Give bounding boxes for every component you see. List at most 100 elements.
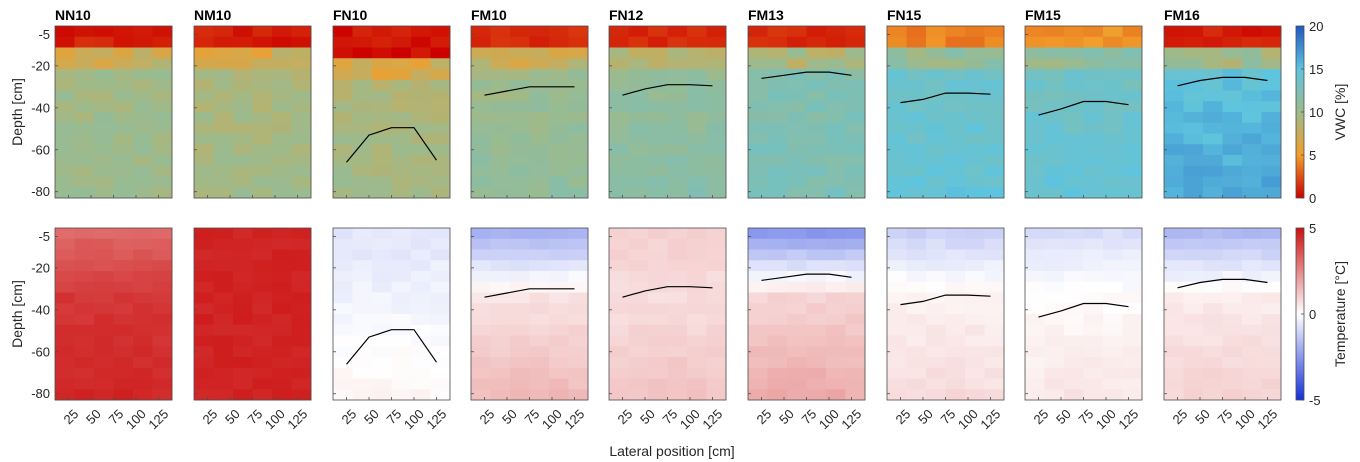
y-tick-label: -5 bbox=[38, 229, 50, 244]
heat-cell bbox=[411, 389, 431, 401]
heat-cell bbox=[272, 26, 292, 38]
heat-cell bbox=[510, 133, 530, 145]
heat-cell bbox=[628, 176, 649, 188]
heat-cell bbox=[887, 69, 907, 81]
heat-cell bbox=[55, 238, 75, 250]
heat-cell bbox=[74, 357, 95, 369]
heat-cell bbox=[352, 324, 373, 336]
heat-cell bbox=[926, 187, 946, 199]
heat-cell bbox=[529, 144, 550, 156]
heat-cell bbox=[1183, 69, 1204, 81]
heat-cell bbox=[233, 260, 253, 272]
heat-cell bbox=[490, 144, 511, 156]
heat-cell bbox=[252, 47, 273, 59]
heat-cell bbox=[1261, 133, 1282, 145]
heat-cell bbox=[291, 90, 312, 102]
heat-cell bbox=[706, 187, 727, 199]
heat-cell bbox=[549, 36, 569, 48]
heat-cell bbox=[887, 281, 907, 293]
heat-cell bbox=[1242, 90, 1262, 102]
heat-cell bbox=[568, 389, 589, 401]
heat-cell bbox=[471, 249, 491, 261]
heat-cell bbox=[391, 228, 412, 240]
heat-cell bbox=[1103, 314, 1123, 326]
heat-cell bbox=[252, 389, 273, 401]
heat-cell bbox=[767, 47, 788, 59]
heat-cell bbox=[1261, 176, 1282, 188]
heat-cell bbox=[233, 335, 253, 347]
heat-cell bbox=[984, 324, 1005, 336]
heat-cell bbox=[194, 112, 214, 124]
heat-cell bbox=[291, 187, 312, 199]
heat-cell bbox=[1122, 79, 1143, 91]
heat-cell bbox=[272, 378, 292, 390]
heat-cell bbox=[352, 314, 373, 326]
heat-cell bbox=[194, 367, 214, 379]
heat-cell bbox=[411, 292, 431, 304]
heat-cell bbox=[529, 367, 550, 379]
heat-cell bbox=[490, 271, 511, 283]
heat-cell bbox=[787, 176, 807, 188]
heat-cell bbox=[767, 122, 788, 134]
heat-cell bbox=[926, 346, 946, 358]
heat-cell bbox=[787, 378, 807, 390]
heat-cell bbox=[94, 26, 114, 38]
heat-cell bbox=[926, 58, 946, 70]
heat-cell bbox=[391, 303, 412, 315]
heat-cell bbox=[94, 271, 114, 283]
heat-cell bbox=[55, 292, 75, 304]
heat-cell bbox=[113, 335, 134, 347]
heat-cell bbox=[1261, 281, 1282, 293]
heat-cell bbox=[213, 324, 234, 336]
heat-cell bbox=[887, 47, 907, 59]
heat-cell bbox=[609, 292, 629, 304]
heat-cell bbox=[648, 36, 668, 48]
heat-cell bbox=[1203, 367, 1223, 379]
heat-cell bbox=[806, 324, 827, 336]
heat-cell bbox=[1203, 281, 1223, 293]
heat-cell bbox=[411, 187, 431, 199]
heat-cell bbox=[529, 79, 550, 91]
freezing-front-line bbox=[1177, 76, 1268, 87]
heat-cell bbox=[471, 155, 491, 167]
heat-cell bbox=[787, 133, 807, 145]
heat-cell bbox=[667, 187, 688, 199]
heat-cell bbox=[272, 228, 292, 240]
heat-cell bbox=[133, 47, 153, 59]
heat-cell bbox=[391, 26, 412, 38]
heat-cell bbox=[1183, 346, 1204, 358]
panel-title: FN12 bbox=[609, 7, 643, 23]
heat-cell bbox=[333, 335, 353, 347]
heat-cell bbox=[252, 69, 273, 81]
heat-cell bbox=[252, 36, 273, 48]
heat-cell bbox=[213, 292, 234, 304]
heat-cell bbox=[549, 165, 569, 177]
heat-cell bbox=[806, 281, 827, 293]
heat-cell bbox=[906, 58, 927, 70]
heat-cell bbox=[648, 281, 668, 293]
heat-cell bbox=[609, 36, 629, 48]
heat-cell bbox=[748, 367, 768, 379]
heat-cell bbox=[272, 58, 292, 70]
heat-cell bbox=[1261, 112, 1282, 124]
heat-cell bbox=[233, 292, 253, 304]
heat-cell bbox=[291, 144, 312, 156]
heat-cell bbox=[965, 187, 985, 199]
heat-cell bbox=[826, 122, 846, 134]
heat-cell bbox=[628, 357, 649, 369]
heat-cell bbox=[748, 314, 768, 326]
heat-cell bbox=[1122, 346, 1143, 358]
heat-cell bbox=[233, 90, 253, 102]
heat-cell bbox=[1261, 36, 1282, 48]
heat-cell bbox=[549, 271, 569, 283]
heat-cell bbox=[667, 324, 688, 336]
x-tick-label: 75 bbox=[522, 406, 543, 427]
heat-cell bbox=[1083, 238, 1104, 250]
heat-cell bbox=[333, 260, 353, 272]
heat-cell bbox=[965, 47, 985, 59]
heat-cell bbox=[471, 26, 491, 38]
heat-cell bbox=[372, 90, 392, 102]
heat-cell bbox=[648, 335, 668, 347]
heat-cell bbox=[767, 324, 788, 336]
